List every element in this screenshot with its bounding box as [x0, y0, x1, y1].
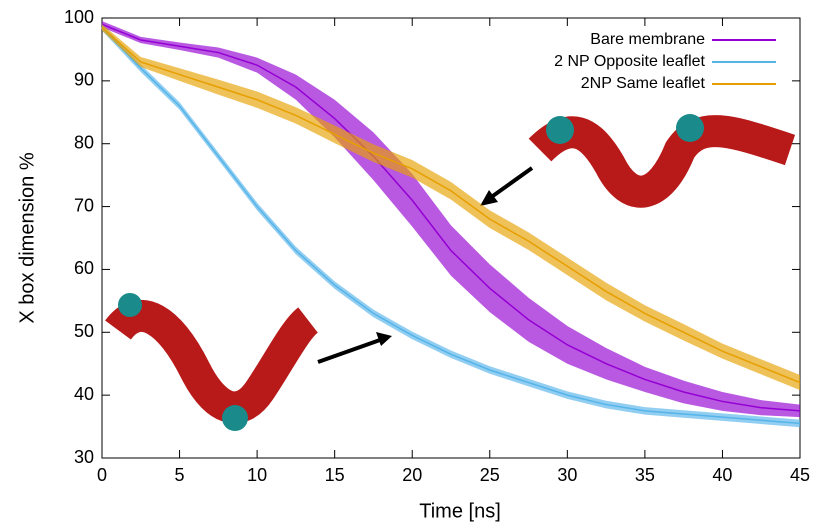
x-tick-label: 20 [402, 465, 422, 485]
legend-label: 2 NP Opposite leaflet [554, 53, 705, 70]
plot-frame [101, 17, 801, 459]
membrane-illustration [105, 114, 796, 431]
y-tick-label: 50 [74, 321, 94, 341]
y-tick-label: 40 [74, 384, 94, 404]
y-tick-label: 90 [74, 70, 94, 90]
legend-label: Bare membrane [590, 31, 705, 48]
x-tick-label: 30 [557, 465, 577, 485]
series-line [101, 26, 801, 425]
x-tick-label: 0 [97, 465, 107, 485]
error-band [102, 24, 800, 391]
y-tick-label: 80 [74, 132, 94, 152]
arrows [317, 166, 534, 364]
x-tick-label: 5 [175, 465, 185, 485]
y-axis-label: X box dimension % [16, 152, 38, 323]
legend-label: 2NP Same leaflet [581, 75, 706, 92]
x-tick-label: 10 [247, 465, 267, 485]
y-tick-label: 30 [74, 447, 94, 467]
series-line [101, 26, 801, 384]
x-tick-label: 45 [790, 465, 810, 485]
y-tick-label: 70 [74, 195, 94, 215]
x-tick-label: 25 [480, 465, 500, 485]
y-tick-label: 60 [74, 258, 94, 278]
x-tick-label: 40 [712, 465, 732, 485]
y-tick-label: 100 [64, 7, 94, 27]
x-tick-label: 15 [325, 465, 345, 485]
series-line [101, 23, 801, 412]
x-tick-label: 35 [635, 465, 655, 485]
x-axis-label: Time [ns] [419, 500, 501, 522]
